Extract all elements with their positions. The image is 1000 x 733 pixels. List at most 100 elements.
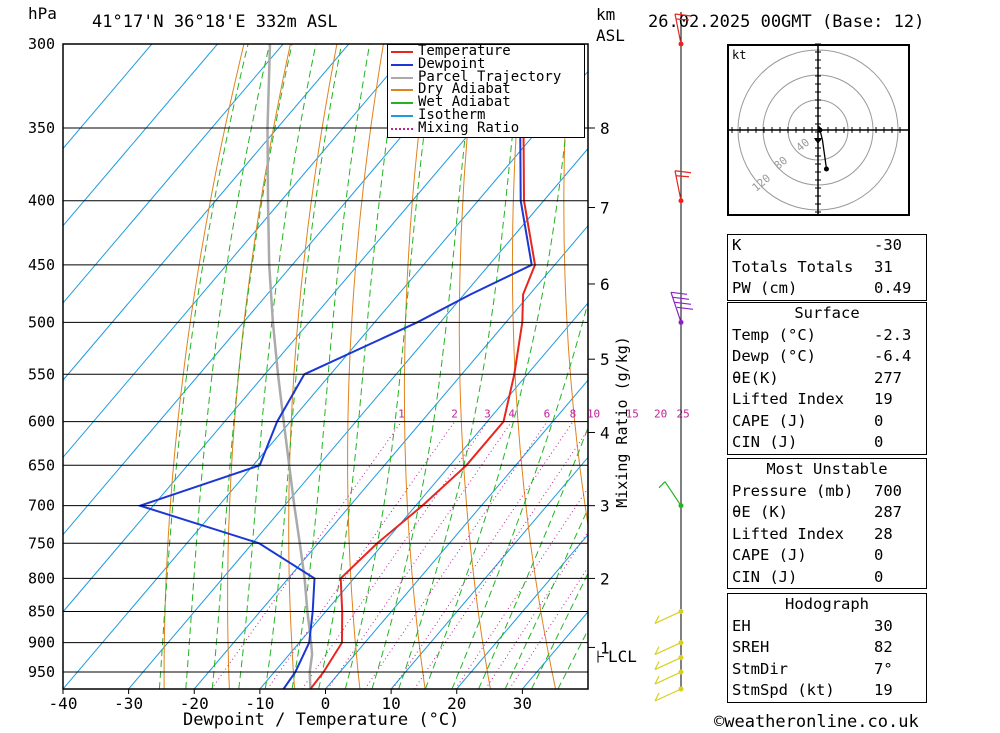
parcel-trajectory-line <box>266 44 314 689</box>
surface-row: Lifted Index 19 <box>728 389 926 411</box>
km-tick-label: 8 <box>600 119 610 138</box>
temperature-tick-label: 0 <box>321 694 331 713</box>
isotherm-line <box>63 44 547 613</box>
copyright-link[interactable]: ©weatheronline.co.uk <box>714 712 919 732</box>
wind-barb <box>674 170 692 201</box>
wind-barb <box>654 671 682 685</box>
pressure-tick-label: 500 <box>28 313 55 331</box>
temperature-tick-label: -10 <box>245 694 274 713</box>
most-unstable-key: Pressure (mb) <box>732 481 854 500</box>
datetime-label: 26.02.2025 00GMT (Base: 12) <box>648 12 925 32</box>
index-value: -30 <box>874 236 902 254</box>
index-key: PW (cm) <box>732 279 798 297</box>
most-unstable-row: Pressure (mb) 700 <box>728 481 926 503</box>
most-unstable-row: CAPE (J) 0 <box>728 545 926 567</box>
hodograph-stat-value: 30 <box>874 616 893 635</box>
legend-item: Dry Adiabat <box>388 83 584 96</box>
temperature-tick-label: 30 <box>513 694 532 713</box>
isotherm-line <box>63 44 415 459</box>
most-unstable-key: θE (K) <box>732 503 788 521</box>
dry-adiabat-line <box>988 44 1000 689</box>
dry-adiabat-line <box>227 44 291 689</box>
wet-adiabat-line <box>318 44 402 689</box>
hodograph-stat-key: EH <box>732 616 751 635</box>
pressure-tick-label: 350 <box>28 119 55 137</box>
legend-swatch <box>391 114 413 117</box>
legend-label: Dewpoint <box>418 55 486 72</box>
isotherm-line <box>63 70 588 689</box>
pressure-tick-label: 650 <box>28 456 55 474</box>
most-unstable-key: CAPE (J) <box>732 546 807 564</box>
legend-swatch <box>391 51 413 53</box>
storm-motion-marker <box>814 138 822 144</box>
dry-adiabat-line <box>563 44 588 528</box>
mixing-ratio-tick-label: 8 <box>570 408 577 421</box>
temperature-tick-label: -30 <box>114 694 143 713</box>
surface-panel: Surface Temp (°C) -2.3 Dewp (°C) -6.4 θE(K) 2… <box>727 302 927 455</box>
pressure-tick-label: 300 <box>28 35 55 53</box>
legend-swatch <box>391 102 413 105</box>
legend-label: Parcel Trajectory <box>418 68 562 85</box>
legend-label: Mixing Ratio <box>418 119 520 136</box>
pressure-tick-label: 950 <box>28 663 55 681</box>
km-tick-label: 4 <box>600 423 610 442</box>
surface-row: Temp (°C) -2.3 <box>728 325 926 347</box>
surface-key: CAPE (J) <box>732 411 807 430</box>
mixing-ratio-line <box>485 531 588 689</box>
most-unstable-value: 287 <box>874 503 902 521</box>
dry-adiabat-line <box>458 44 491 689</box>
index-row: K -30 <box>728 235 926 257</box>
wet-adiabat-line <box>398 44 523 689</box>
most-unstable-panel: Most Unstable Pressure (mb) 700 θE (K) 287 L… <box>727 458 927 589</box>
legend-label: Isotherm <box>418 106 486 123</box>
index-value: 0.49 <box>874 279 912 297</box>
hodograph-stats-title: Hodograph <box>785 595 869 613</box>
temperature-tick-label: 10 <box>381 694 400 713</box>
most-unstable-row: CIN (J) 0 <box>728 567 926 589</box>
isotherm-line <box>63 44 153 150</box>
dry-adiabat-line <box>163 44 245 689</box>
km-tick-label: 3 <box>600 497 610 516</box>
wet-adiabat-line <box>344 44 437 689</box>
wet-adiabat-line <box>238 44 317 689</box>
hodograph-stat-value: 19 <box>874 681 893 699</box>
mixing-ratio-line <box>267 421 456 689</box>
pressure-tick-label: 550 <box>28 365 55 383</box>
wet-adiabat-line <box>158 44 249 689</box>
dry-adiabat-line <box>403 44 431 689</box>
index-row: PW (cm) 0.49 <box>728 278 926 300</box>
surface-key: θE(K) <box>732 368 779 387</box>
legend-item: Wet Adiabat <box>388 95 584 109</box>
asl-label: ASL <box>596 26 625 45</box>
legend-swatch <box>391 63 413 66</box>
legend-item: Dewpoint <box>388 55 584 72</box>
pressure-tick-label: 900 <box>28 634 55 652</box>
pressure-tick-label: 750 <box>28 534 55 552</box>
plot-frame <box>62 43 589 690</box>
index-row: Totals Totals 31 <box>728 257 926 279</box>
index-value: 31 <box>874 257 893 276</box>
legend-swatch <box>391 127 413 130</box>
wet-adiabat-line <box>424 44 577 689</box>
km-tick-label: 7 <box>600 199 610 218</box>
hodograph-stat-row: StmSpd (kt) 19 <box>728 680 926 702</box>
most-unstable-row: Lifted Index 28 <box>728 524 926 546</box>
mixing-ratio-axis-label: Mixing Ratio (g/kg) <box>613 336 631 508</box>
hodograph-stat-row: EH 30 <box>728 616 926 638</box>
legend: Temperature Dewpoint Parcel Trajectory Dry … <box>387 44 585 138</box>
most-unstable-key: CIN (J) <box>732 567 798 586</box>
surface-value: -6.4 <box>874 347 912 365</box>
legend-swatch <box>391 76 413 79</box>
mixing-ratio-tick-label: 20 <box>654 408 667 421</box>
surface-row: Dewp (°C) -6.4 <box>728 346 926 368</box>
mixing-ratio-line <box>454 487 588 689</box>
isotherm-line <box>390 456 588 689</box>
km-tick-label: 5 <box>600 350 610 369</box>
isotherm-line <box>63 44 284 304</box>
hodograph-stats-panel: Hodograph EH 30 SREH 82 StmDir 7° StmSpd (kt) 1… <box>727 593 927 703</box>
mixing-ratio-line <box>364 421 548 689</box>
pressure-tick-label: 400 <box>28 192 55 210</box>
mixing-ratio-tick-label: 3 <box>484 408 491 421</box>
hodograph-stat-row: StmDir 7° <box>728 659 926 681</box>
temperature-tick-label: 20 <box>447 694 466 713</box>
